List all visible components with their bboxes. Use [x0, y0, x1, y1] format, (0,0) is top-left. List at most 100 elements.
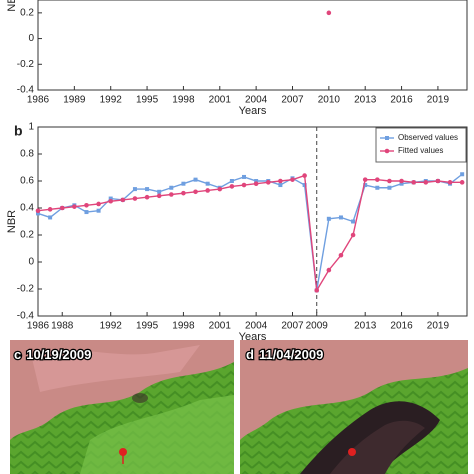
data-point: [108, 196, 113, 201]
x-tick-label: 2013: [354, 321, 377, 332]
data-point: [351, 219, 356, 224]
x-tick-label: 1995: [136, 321, 159, 332]
x-tick-label: 2001: [209, 321, 232, 332]
data-point: [387, 178, 392, 184]
data-point: [84, 203, 89, 208]
data-point: [242, 174, 247, 179]
y-axis-label: NBR: [6, 210, 18, 233]
y-tick-label: 0.4: [20, 203, 34, 214]
x-tick-label: 2004: [245, 321, 268, 332]
data-point: [459, 180, 465, 185]
x-tick-label: 1986: [27, 321, 50, 332]
x-tick-label: 2001: [209, 95, 232, 106]
legend-label: Fitted values: [398, 146, 443, 155]
legend-label: Observed values: [398, 133, 458, 142]
panel-date: 10/19/2009: [26, 347, 91, 362]
legend-marker: [384, 148, 390, 154]
data-point: [35, 208, 41, 213]
data-point: [47, 207, 53, 212]
data-point: [350, 232, 356, 238]
data-point: [411, 180, 416, 185]
data-point: [290, 177, 295, 182]
data-point: [338, 215, 343, 220]
data-point: [59, 205, 65, 211]
data-point: [132, 196, 138, 201]
data-point: [338, 252, 344, 258]
y-tick-label: -0.4: [17, 311, 35, 322]
x-tick-label: 1995: [136, 95, 159, 106]
data-point: [460, 172, 465, 177]
data-point: [326, 267, 332, 273]
x-axis-label: Years: [239, 105, 267, 117]
plot-area: [37, 0, 468, 91]
x-tick-label: 2013: [354, 95, 377, 106]
x-tick-label: 1992: [100, 95, 123, 106]
data-point: [363, 183, 368, 188]
data-point: [435, 178, 441, 184]
y-tick-label: 0: [28, 33, 34, 44]
y-tick-label: -0.2: [17, 284, 35, 295]
data-point: [205, 188, 210, 193]
data-point: [156, 193, 162, 199]
chart: -0.4 -0.2 0 0.2 0.4 0.6 0.8 1 1986 1988 1992 1995 19…: [6, 122, 468, 343]
data-point: [362, 177, 368, 182]
chart: -0.4 -0.2 0 0.2 1986 1989 1992 1995 1998 2001 2004…: [6, 0, 468, 117]
data-point: [181, 181, 186, 186]
y-tick-label: 1: [28, 122, 34, 133]
panel-label: b: [14, 123, 23, 139]
x-tick-label: 2019: [427, 321, 450, 332]
y-tick-label: 0.8: [20, 149, 34, 160]
data-point: [132, 187, 137, 192]
y-axis-label: NBR: [6, 0, 18, 12]
data-point: [84, 210, 89, 215]
panel-date: 11/04/2009: [259, 347, 323, 362]
data-point: [302, 173, 307, 178]
data-point: [326, 216, 331, 221]
x-tick-label: 1992: [100, 321, 123, 332]
data-point: [253, 181, 259, 186]
x-tick-label: 1998: [172, 95, 195, 106]
panel-caption: c 10/19/2009: [14, 347, 91, 362]
data-point: [48, 215, 53, 220]
legend-box: [375, 127, 467, 163]
x-tick-label: 2009: [306, 321, 329, 332]
x-tick-label: 1989: [63, 95, 86, 106]
data-point: [399, 178, 404, 184]
data-point: [36, 211, 40, 216]
data-point: [375, 185, 380, 190]
data-point: [96, 201, 101, 207]
data-point: [169, 185, 174, 190]
data-point: [157, 189, 162, 194]
data-point: [375, 177, 380, 182]
x-tick-label: 2007: [281, 95, 304, 106]
data-point: [423, 180, 429, 185]
data-point: [278, 178, 283, 184]
x-tick-label: 1988: [51, 321, 74, 332]
data-point: [254, 179, 259, 183]
legend-marker: [385, 136, 389, 140]
y-tick-label: -0.2: [17, 59, 35, 70]
y-tick-label: 0: [28, 257, 34, 268]
data-point: [326, 10, 332, 16]
data-point: [169, 192, 174, 197]
data-point: [229, 179, 234, 183]
data-point: [278, 183, 283, 188]
data-point: [108, 198, 114, 204]
data-point: [205, 181, 210, 186]
x-tick-label: 1986: [27, 95, 50, 106]
x-tick-label: 2010: [318, 95, 341, 106]
data-point: [265, 180, 271, 185]
panel-letter: c: [14, 347, 21, 362]
panel-letter: d: [246, 347, 254, 362]
data-point: [399, 181, 404, 186]
data-point: [144, 194, 150, 200]
x-tick-label: 2016: [390, 95, 413, 106]
data-point: [193, 177, 198, 182]
x-tick-label: 2019: [427, 95, 450, 106]
data-point: [145, 187, 150, 192]
data-point: [193, 189, 198, 195]
satellite-image-d: [240, 340, 468, 474]
data-point: [241, 182, 247, 188]
data-point: [229, 184, 235, 189]
